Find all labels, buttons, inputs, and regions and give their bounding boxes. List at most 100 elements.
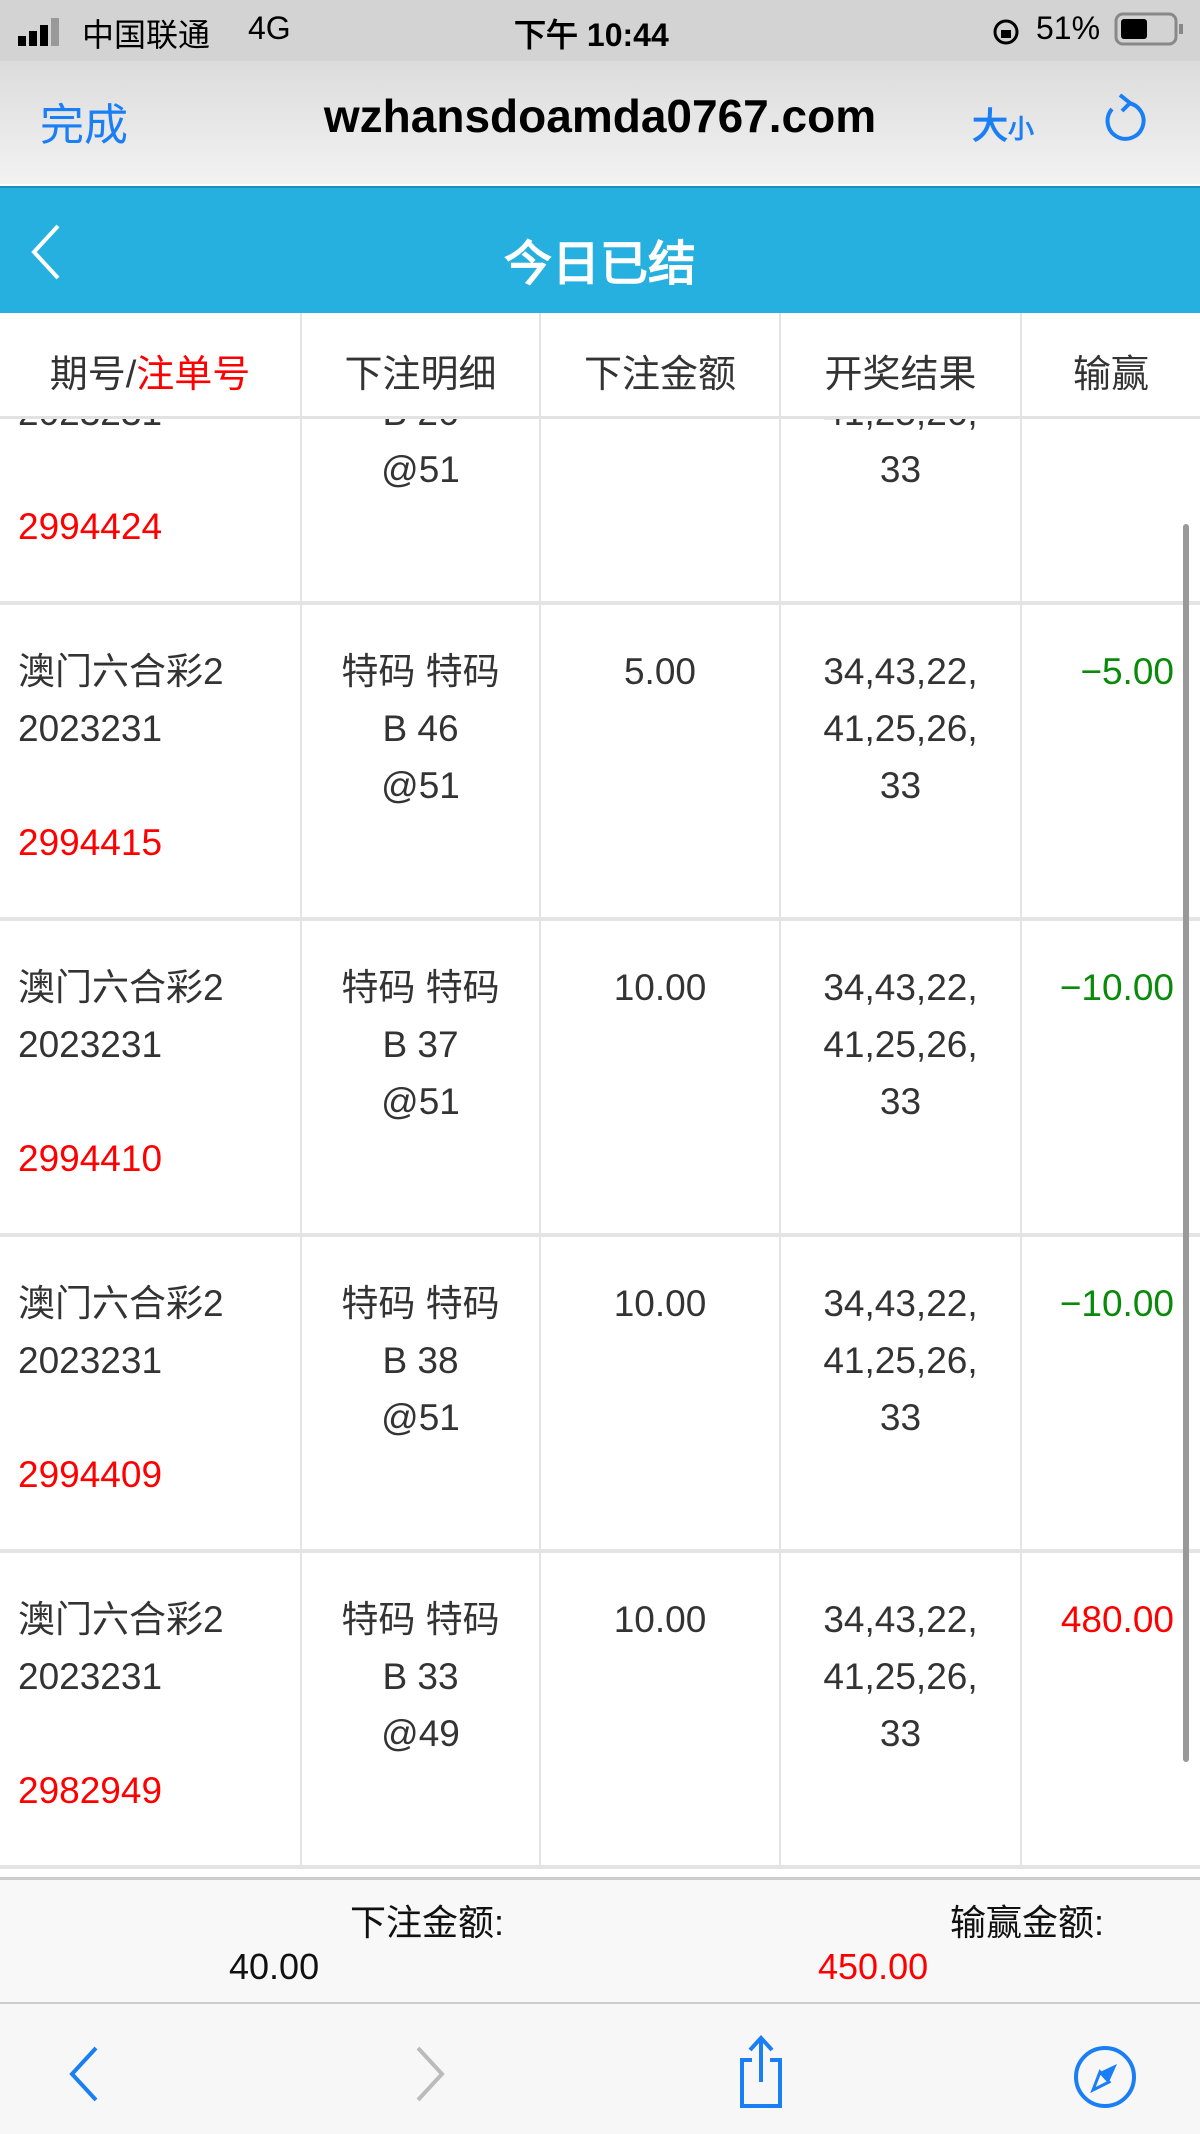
cell-amount: 10.00 [541, 921, 781, 1233]
cell-detail: 特码 特码 B 37 @51 [302, 921, 541, 1233]
cell-detail: 特码 特码 B 46 @51 [302, 605, 541, 917]
order-number[interactable]: 2982949 [18, 1770, 163, 1811]
cell-result: 34,43,22, 41,25,26, 33 [781, 605, 1022, 917]
bet-odds: @51 [381, 449, 460, 490]
forward-chevron-icon[interactable] [412, 2044, 452, 2104]
cell-winloss: −5.00 [1022, 605, 1200, 917]
cell-period: 澳门六合彩2 2023231 2982949 [0, 1553, 302, 1865]
result-line: 33 [879, 1713, 922, 1754]
cell-detail: 特码 特码 B 33 @49 [302, 1553, 541, 1865]
browser-toolbar [0, 2004, 1200, 2134]
cell-amount: 10.00 [541, 1553, 781, 1865]
back-chevron-icon[interactable] [26, 222, 66, 282]
back-chevron-icon[interactable] [62, 2044, 102, 2104]
table-row[interactable]: 澳门六合彩2 2023231 2994410 特码 特码 B 37 @51 10.00… [0, 921, 1200, 1237]
order-number[interactable]: 2994424 [18, 506, 163, 547]
cell-result: 34,43,22, 41,25,26, 33 [781, 1553, 1022, 1865]
cell-winloss: −10.00 [1022, 1237, 1200, 1549]
winloss-total-label: 输赢金额: [950, 1902, 1105, 1943]
battery-icon [1114, 12, 1183, 46]
table-row[interactable]: 澳门六合彩2 2023231 2994415 特码 特码 B 46 @51 5.00 … [0, 605, 1200, 921]
page-header: 今日已结 [0, 186, 1200, 313]
cell-amount: 10.00 [541, 1237, 781, 1549]
lottery-name: 澳门六合彩2 [18, 1599, 224, 1640]
result-line: 34,43,22, [823, 967, 978, 1008]
cell-winloss: −10.00 [1022, 921, 1200, 1233]
order-number[interactable]: 2994415 [18, 822, 163, 863]
column-amount: 下注金额 [541, 313, 781, 416]
table-row[interactable]: 澳门六合彩2 2023231 2982949 特码 特码 B 33 @49 10.00… [0, 1553, 1200, 1869]
cell-detail: 特码 特码 B 38 @51 [302, 1237, 541, 1549]
result-line: 33 [879, 765, 922, 806]
bet-number: B 37 [382, 1024, 459, 1065]
bet-number: B 46 [382, 708, 459, 749]
battery-percent: 51% [1036, 10, 1101, 46]
cell-amount: 5.00 [541, 605, 781, 917]
done-button[interactable]: 完成 [40, 101, 128, 150]
cell-period: 澳门六合彩2 2023231 2994415 [0, 605, 302, 917]
lottery-name: 澳门六合彩2 [18, 1283, 224, 1324]
share-icon[interactable] [736, 2034, 786, 2110]
table-row[interactable]: 2023231 2994424 B 26 @51 41,25,26, 33 [0, 419, 1200, 605]
bet-amount: 10.00 [613, 1599, 707, 1640]
result-line: 41,25,26, [823, 1024, 978, 1065]
bet-type: 特码 特码 [341, 1283, 500, 1324]
vertical-scrollbar[interactable] [1183, 524, 1189, 1762]
period-number: 2023231 [18, 1340, 163, 1381]
cell-winloss [1022, 419, 1200, 601]
text-size-small: 小 [1008, 114, 1035, 144]
winloss-total-value: 450.00 [818, 1946, 929, 1987]
result-line: 34,43,22, [823, 651, 978, 692]
text-size-button[interactable]: 大小 [972, 97, 1034, 149]
network-type: 4G [248, 10, 291, 46]
bet-number: B 38 [382, 1340, 459, 1381]
bet-amount: 10.00 [613, 1283, 707, 1324]
order-number[interactable]: 2994410 [18, 1138, 163, 1179]
result-line: 41,25,26, [823, 1340, 978, 1381]
bet-odds: @51 [381, 765, 460, 806]
column-period-order: 期号/注单号 [0, 313, 302, 416]
lottery-name: 澳门六合彩2 [18, 967, 224, 1008]
table-body[interactable]: 2023231 2994424 B 26 @51 41,25,26, 33 澳门六合… [0, 419, 1200, 1871]
period-number: 2023231 [18, 1656, 163, 1697]
bet-total-value: 40.00 [229, 1946, 320, 1987]
winloss-value: −10.00 [1059, 967, 1174, 1008]
bet-amount: 5.00 [623, 651, 696, 692]
status-bar: 中国联通 4G 下午 10:44 51% [0, 0, 1200, 61]
signal-icon [18, 18, 59, 46]
result-line: 41,25,26, [823, 708, 978, 749]
lottery-name: 澳门六合彩2 [18, 651, 224, 692]
result-line: 34,43,22, [823, 1599, 978, 1640]
compass-icon[interactable] [1072, 2044, 1138, 2110]
url-display[interactable]: wzhansdoamda0767.com [323, 90, 877, 142]
cell-result: 41,25,26, 33 [781, 419, 1022, 601]
cell-result: 34,43,22, 41,25,26, 33 [781, 1237, 1022, 1549]
browser-nav-bar: 完成 wzhansdoamda0767.com 大小 [0, 61, 1200, 184]
period-number: 2023231 [18, 419, 300, 441]
cell-result: 34,43,22, 41,25,26, 33 [781, 921, 1022, 1233]
reload-icon[interactable] [1098, 91, 1148, 147]
result-line: 41,25,26, [781, 419, 1020, 441]
bet-odds: @49 [381, 1713, 460, 1754]
order-number[interactable]: 2994409 [18, 1454, 163, 1495]
cell-winloss: 480.00 [1022, 1553, 1200, 1865]
clock: 下午 10:44 [514, 17, 669, 53]
period-number: 2023231 [18, 708, 163, 749]
column-order: 注单号 [136, 354, 251, 396]
bet-odds: @51 [381, 1397, 460, 1438]
period-number: 2023231 [18, 1024, 163, 1065]
result-line: 41,25,26, [823, 1656, 978, 1697]
bet-type: 特码 特码 [341, 651, 500, 692]
bet-type: 特码 特码 [341, 1599, 500, 1640]
table-row[interactable]: 澳门六合彩2 2023231 2994409 特码 特码 B 38 @51 10.00… [0, 1237, 1200, 1553]
result-line: 33 [879, 449, 922, 490]
column-period: 期号/ [49, 354, 137, 396]
cell-amount [541, 419, 781, 601]
result-line: 34,43,22, [823, 1283, 978, 1324]
bet-odds: @51 [381, 1081, 460, 1122]
result-line: 33 [879, 1397, 922, 1438]
orientation-lock-icon [993, 19, 1019, 45]
winloss-value: −5.00 [1080, 651, 1174, 692]
result-line: 33 [879, 1081, 922, 1122]
carrier: 中国联通 [82, 17, 211, 53]
